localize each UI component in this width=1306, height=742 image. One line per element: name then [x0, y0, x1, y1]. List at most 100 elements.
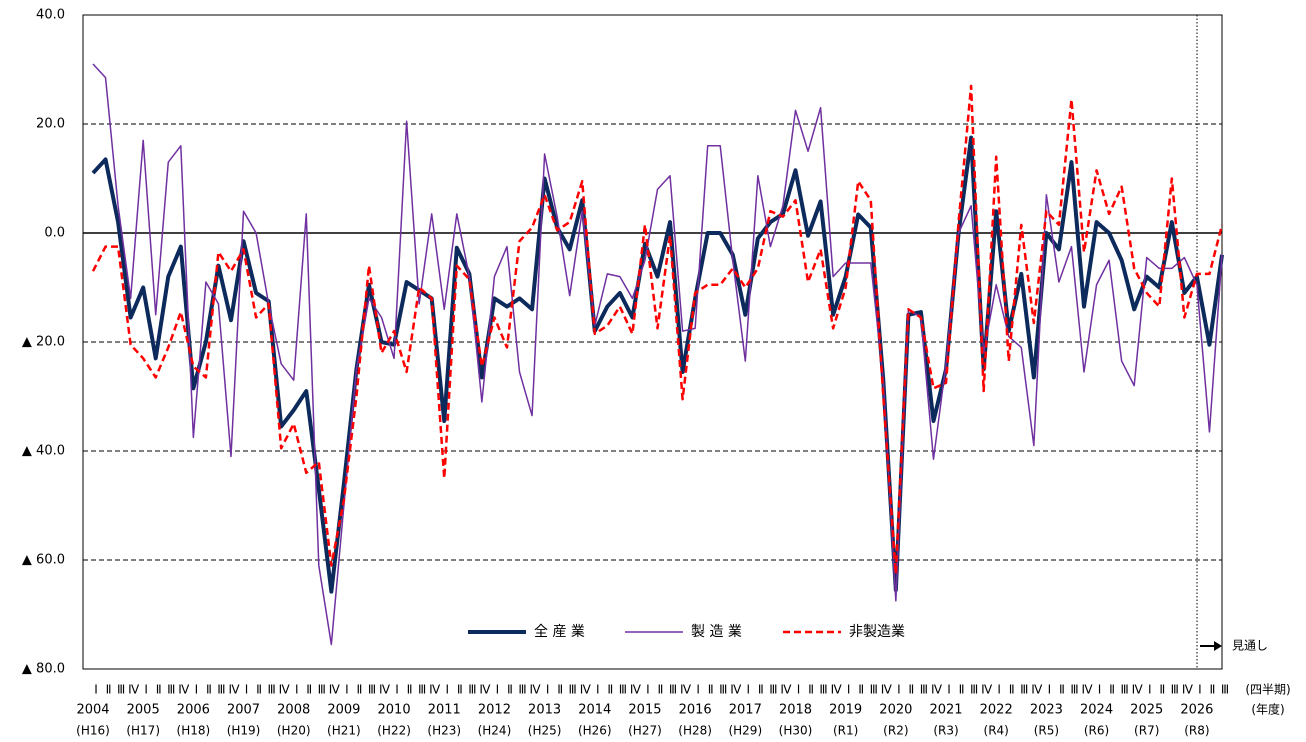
- x-group-sublabel: (H19): [227, 724, 261, 738]
- x-group-label: 2011: [428, 703, 461, 718]
- x-group-sublabel: (H26): [578, 724, 612, 738]
- x-tick-label: Ⅳ: [1081, 683, 1092, 697]
- x-unit-label: (四半期): [1245, 683, 1290, 697]
- x-tick-label: Ⅲ: [619, 683, 627, 697]
- forecast-arrow-head: [1214, 641, 1222, 651]
- x-group-label: 2015: [628, 703, 661, 718]
- x-tick-label: Ⅱ: [658, 683, 664, 697]
- x-group-sublabel: (H25): [528, 724, 562, 738]
- legend-label: 製 造 業: [691, 624, 742, 640]
- x-tick-label: Ⅰ: [295, 683, 299, 697]
- x-tick-label: Ⅰ: [897, 683, 901, 697]
- x-tick-label: Ⅱ: [356, 683, 362, 697]
- x-group-sublabel: (R5): [1034, 724, 1059, 738]
- x-group-label: 2017: [729, 703, 762, 718]
- x-tick-label: Ⅳ: [680, 683, 691, 697]
- x-tick-label: Ⅰ: [1098, 683, 1102, 697]
- x-group-sublabel: (R8): [1184, 724, 1209, 738]
- x-tick-label: Ⅱ: [306, 683, 312, 697]
- legend-label: 全 産 業: [534, 624, 585, 640]
- x-tick-label: Ⅱ: [1210, 683, 1216, 697]
- x-tick-label: Ⅰ: [345, 683, 349, 697]
- series-line: [91, 84, 1224, 575]
- x-group-sublabel: (R2): [883, 724, 908, 738]
- x-tick-label: Ⅱ: [1159, 683, 1165, 697]
- x-tick-label: Ⅰ: [847, 683, 851, 697]
- x-tick-label: Ⅳ: [228, 683, 239, 697]
- x-group-sublabel: (H20): [277, 724, 311, 738]
- x-group-sublabel: (R1): [833, 724, 858, 738]
- x-tick-label: Ⅳ: [530, 683, 541, 697]
- x-tick-label: Ⅱ: [607, 683, 613, 697]
- x-group-label: 2010: [378, 703, 411, 718]
- x-tick-label: Ⅲ: [870, 683, 878, 697]
- x-tick-label: Ⅱ: [758, 683, 764, 697]
- x-tick-label: Ⅱ: [858, 683, 864, 697]
- x-tick-label: Ⅳ: [1031, 683, 1042, 697]
- x-tick-label: Ⅰ: [496, 683, 500, 697]
- x-tick-label: Ⅲ: [719, 683, 727, 697]
- x-group-sublabel: (H24): [478, 724, 512, 738]
- x-tick-label: Ⅰ: [646, 683, 650, 697]
- x-tick-label: Ⅰ: [797, 683, 801, 697]
- x-tick-label: Ⅰ: [245, 683, 249, 697]
- x-tick-label: Ⅲ: [569, 683, 577, 697]
- x-tick-label: Ⅳ: [128, 683, 139, 697]
- x-tick-label: Ⅳ: [981, 683, 992, 697]
- x-tick-label: Ⅰ: [144, 683, 148, 697]
- x-group-label: 2019: [829, 703, 862, 718]
- x-group-sublabel: (H23): [427, 724, 461, 738]
- x-group-label: 2004: [76, 703, 109, 718]
- x-group-label: 2024: [1080, 703, 1113, 718]
- x-group-sublabel: (R6): [1084, 724, 1109, 738]
- series-line: [91, 135, 1224, 594]
- x-tick-label: Ⅳ: [1182, 683, 1193, 697]
- x-tick-label: Ⅳ: [479, 683, 490, 697]
- x-tick-label: Ⅳ: [429, 683, 440, 697]
- y-tick-label: 0.0: [44, 226, 65, 241]
- x-tick-label: Ⅳ: [780, 683, 791, 697]
- x-tick-label: Ⅳ: [1132, 683, 1143, 697]
- x-group-sublabel: (H17): [126, 724, 160, 738]
- x-tick-label: Ⅱ: [959, 683, 965, 697]
- x-tick-label: Ⅱ: [407, 683, 413, 697]
- x-tick-label: Ⅲ: [418, 683, 426, 697]
- y-tick-label: ▲ 40.0: [22, 444, 65, 459]
- x-tick-label: Ⅰ: [947, 683, 951, 697]
- x-tick-label: Ⅱ: [808, 683, 814, 697]
- x-tick-label: Ⅳ: [580, 683, 591, 697]
- forecast-label: 見通し: [1232, 639, 1268, 653]
- x-tick-label: Ⅱ: [557, 683, 563, 697]
- x-tick-label: Ⅱ: [708, 683, 714, 697]
- x-tick-label: Ⅳ: [831, 683, 842, 697]
- x-group-label: 2016: [679, 703, 712, 718]
- x-group-sublabel: (H22): [377, 724, 411, 738]
- x-tick-label: Ⅲ: [920, 683, 928, 697]
- x-tick-label: Ⅲ: [318, 683, 326, 697]
- x-tick-label: Ⅱ: [1109, 683, 1115, 697]
- x-tick-label: Ⅲ: [468, 683, 476, 697]
- x-group-sublabel: (H18): [177, 724, 211, 738]
- x-tick-label: Ⅲ: [167, 683, 175, 697]
- x-tick-label: Ⅳ: [178, 683, 189, 697]
- x-group-label: 2008: [277, 703, 310, 718]
- x-tick-label: Ⅰ: [997, 683, 1001, 697]
- x-tick-label: Ⅳ: [630, 683, 641, 697]
- x-tick-label: Ⅰ: [195, 683, 199, 697]
- x-tick-label: Ⅱ: [106, 683, 112, 697]
- x-group-label: 2018: [779, 703, 812, 718]
- x-tick-label: Ⅱ: [457, 683, 463, 697]
- x-tick-label: Ⅲ: [1020, 683, 1028, 697]
- x-tick-label: Ⅲ: [970, 683, 978, 697]
- x-group-sublabel: (R7): [1134, 724, 1159, 738]
- x-group-label: 2026: [1180, 703, 1213, 718]
- x-tick-label: Ⅰ: [747, 683, 751, 697]
- x-tick-label: Ⅰ: [94, 683, 98, 697]
- x-tick-label: Ⅲ: [1121, 683, 1129, 697]
- series-line: [92, 63, 1223, 646]
- x-tick-label: Ⅱ: [908, 683, 914, 697]
- x-tick-label: Ⅲ: [267, 683, 275, 697]
- x-tick-label: Ⅲ: [117, 683, 125, 697]
- y-tick-label: 20.0: [36, 117, 65, 132]
